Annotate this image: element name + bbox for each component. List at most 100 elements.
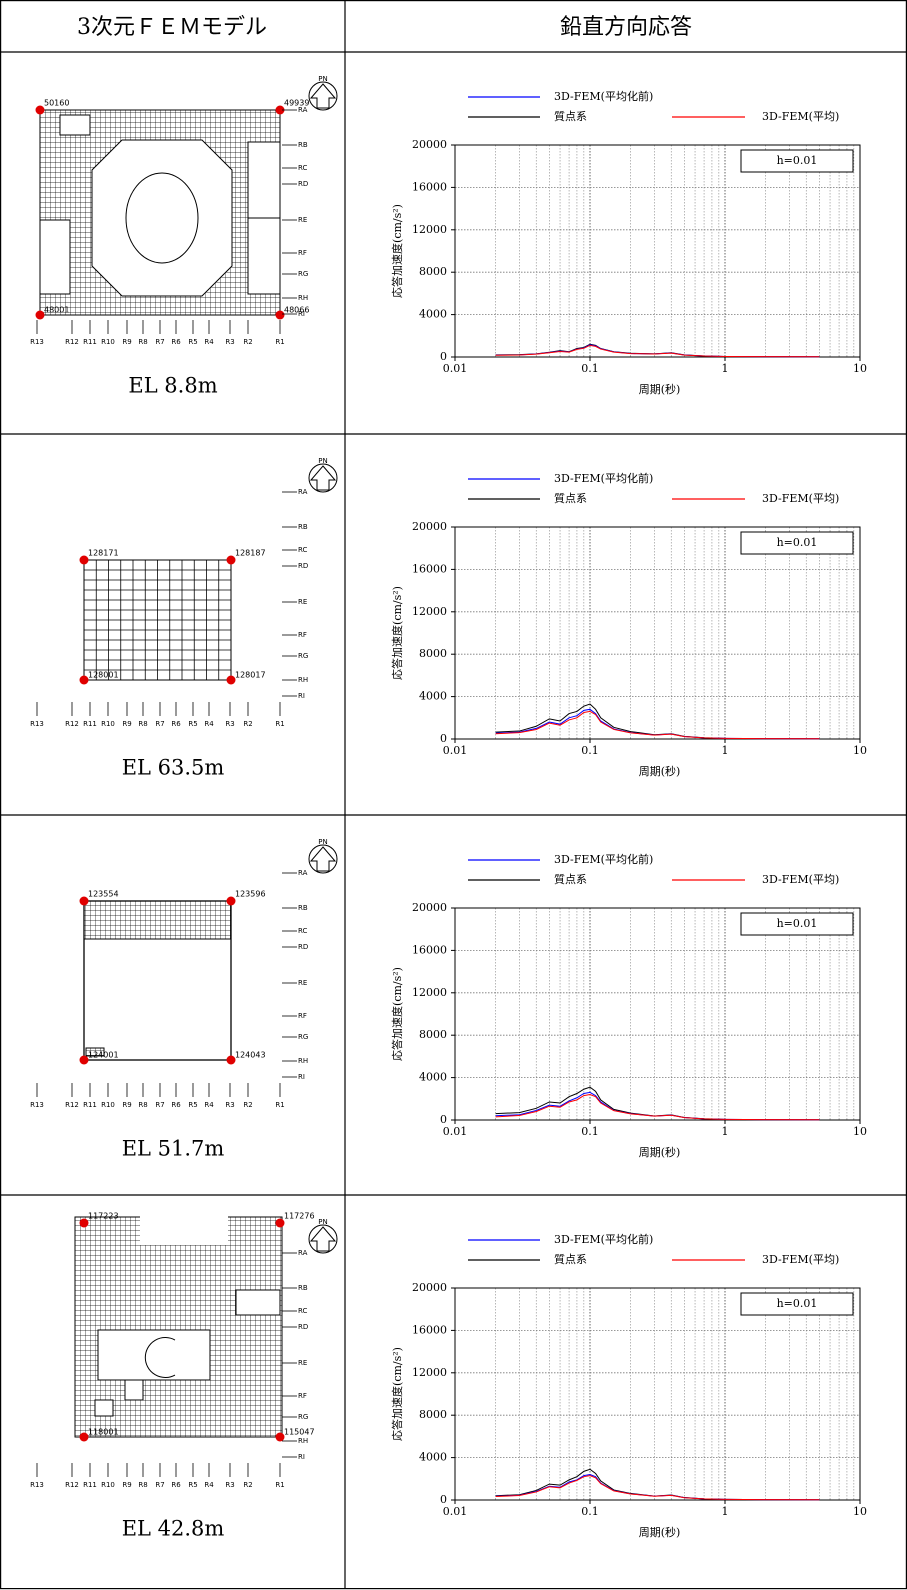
- column-axis-label: R3: [225, 1101, 234, 1109]
- node-label: 115047: [284, 1428, 315, 1437]
- column-axis-label: R6: [171, 1101, 181, 1109]
- column-axis-label: R8: [138, 720, 147, 728]
- node-marker: [79, 896, 89, 906]
- row-axis-label: RC: [298, 546, 308, 554]
- column-axis-label: R10: [101, 1101, 115, 1109]
- column-axis-label: R9: [122, 720, 131, 728]
- row-axis-label: RB: [298, 523, 308, 531]
- node-label: 49939: [284, 99, 309, 108]
- model-panel: 50160 49939 48001 48066 RA RB RC RD RE RF RG RH RI R1…: [30, 75, 338, 398]
- row-axis-label: RC: [298, 164, 308, 172]
- plot-frame: [454, 144, 861, 358]
- x-tick-label: 0.1: [581, 1125, 599, 1138]
- x-tick-label: 0.1: [581, 744, 599, 757]
- column-axis-label: R6: [171, 720, 181, 728]
- y-tick-label: 8000: [419, 1028, 447, 1041]
- x-tick-label: 10: [853, 1505, 867, 1518]
- row-axis-label: RD: [298, 943, 308, 951]
- row-axis-label: RD: [298, 1323, 308, 1331]
- header-response: 鉛直方向応答: [560, 15, 692, 40]
- legend-label: 質点系: [554, 109, 587, 123]
- y-tick-label: 4000: [419, 1451, 447, 1464]
- row-axis-label: RG: [298, 1413, 308, 1421]
- y-tick-label: 0: [440, 1493, 447, 1506]
- node-marker: [79, 1055, 89, 1065]
- row-axis-label: RH: [298, 294, 308, 302]
- column-axis-label: R10: [101, 1481, 115, 1489]
- node-label: 124001: [88, 1051, 119, 1060]
- column-axis-label: R2: [243, 1481, 252, 1489]
- x-tick-label: 0.1: [581, 1505, 599, 1518]
- legend-label: 3D-FEM(平均化前): [554, 852, 653, 866]
- row-axis-label: RG: [298, 270, 308, 278]
- column-axis-label: R11: [83, 1481, 97, 1489]
- north-label: PN: [318, 457, 327, 465]
- row-axis-label: RI: [298, 1073, 305, 1081]
- row-axis-label: RG: [298, 652, 308, 660]
- column-axis-label: R12: [65, 1101, 79, 1109]
- column-axis-label: R13: [30, 1481, 44, 1489]
- x-tick-label: 10: [853, 1125, 867, 1138]
- node-marker: [226, 675, 236, 685]
- annotation: h=0.01: [777, 536, 818, 549]
- y-tick-label: 16000: [412, 1323, 447, 1336]
- y-tick-label: 8000: [419, 265, 447, 278]
- node-label: 128001: [88, 671, 119, 680]
- legend-label: 3D-FEM(平均化前): [554, 89, 653, 103]
- row-axis-label: RD: [298, 180, 308, 188]
- north-arrow: [309, 465, 337, 491]
- column-axis-label: R3: [225, 338, 234, 346]
- column-axis-label: R10: [101, 720, 115, 728]
- row-axis-label: RA: [298, 106, 308, 114]
- model-panel: 123554 123596 124001 124043 RA RB RC RD RE RF RG RH…: [30, 838, 338, 1161]
- node-marker: [79, 555, 89, 565]
- column-axis-label: R4: [204, 338, 214, 346]
- row-axis-label: RB: [298, 1284, 308, 1292]
- row-axis-label: RH: [298, 676, 308, 684]
- plot-frame: [454, 1287, 861, 1501]
- x-tick-label: 0.01: [443, 1505, 468, 1518]
- x-tick-label: 0.01: [443, 744, 468, 757]
- x-tick-label: 0.01: [443, 362, 468, 375]
- column-axis-label: R7: [155, 338, 164, 346]
- y-tick-label: 12000: [412, 223, 447, 236]
- node-marker: [275, 1218, 285, 1228]
- column-axis-label: R9: [122, 1481, 131, 1489]
- series-line: [495, 1094, 820, 1121]
- column-axis-label: R2: [243, 720, 252, 728]
- column-axis-label: R5: [188, 720, 197, 728]
- column-axis-label: R11: [83, 338, 97, 346]
- column-axis-label: R6: [171, 338, 181, 346]
- y-tick-label: 12000: [412, 605, 447, 618]
- y-tick-label: 16000: [412, 180, 447, 193]
- mesh-region: [83, 900, 232, 940]
- annotation: h=0.01: [777, 917, 818, 930]
- column-axis-label: R5: [188, 338, 197, 346]
- y-tick-label: 0: [440, 732, 447, 745]
- column-axis-label: R11: [83, 1101, 97, 1109]
- x-tick-label: 1: [722, 1505, 729, 1518]
- legend-label: 質点系: [554, 872, 587, 886]
- annotation: h=0.01: [777, 1297, 818, 1310]
- y-axis-label: 応答加速度(cm/s²): [390, 586, 404, 680]
- column-axis-label: R4: [204, 1101, 214, 1109]
- x-axis-label: 周期(秒): [639, 1525, 681, 1539]
- x-tick-label: 1: [722, 362, 729, 375]
- node-marker: [275, 1432, 285, 1442]
- row-axis-label: RA: [298, 488, 308, 496]
- row-axis-label: RB: [298, 904, 308, 912]
- column-axis-label: R12: [65, 1481, 79, 1489]
- node-marker: [79, 1218, 89, 1228]
- node-marker: [226, 896, 236, 906]
- node-label: 48066: [284, 306, 309, 315]
- node-label: 128171: [88, 549, 119, 558]
- x-tick-label: 1: [722, 1125, 729, 1138]
- column-axis-label: R1: [275, 338, 284, 346]
- node-label: 118001: [88, 1428, 119, 1437]
- node-label: 123554: [88, 890, 119, 899]
- open-area: [94, 1399, 114, 1417]
- plot-frame: [454, 907, 861, 1121]
- column-axis-label: R8: [138, 1481, 147, 1489]
